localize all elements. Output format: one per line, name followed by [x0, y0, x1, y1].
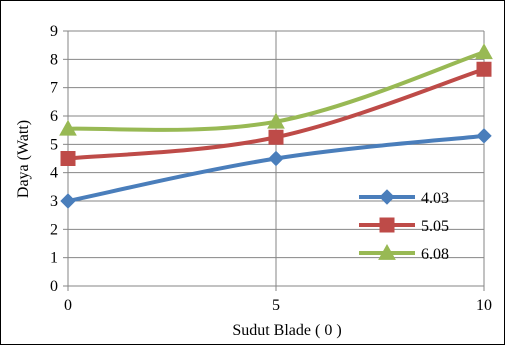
y-tick-label: 9	[50, 23, 58, 40]
data-point-marker	[59, 119, 77, 136]
y-tick-label: 4	[50, 165, 58, 182]
y-tick-label: 2	[50, 221, 58, 238]
legend-marker	[379, 189, 395, 205]
data-point-marker	[475, 43, 493, 60]
x-tick-label: 0	[64, 297, 72, 314]
data-point-marker	[476, 61, 492, 77]
y-tick-label: 3	[50, 193, 58, 210]
legend: 4.03 5.05 6.08	[359, 189, 449, 263]
legend-item: 5.05	[359, 217, 449, 235]
y-tick-labels: 0 1 2 3 4 5 6 7 8 9	[50, 23, 58, 295]
series-5.05	[60, 61, 492, 166]
legend-label: 4.03	[421, 190, 449, 207]
legend-marker	[379, 217, 395, 233]
x-tick-label: 10	[476, 297, 492, 314]
y-tick-label: 7	[50, 80, 58, 97]
legend-label: 6.08	[421, 246, 449, 263]
y-tick-label: 8	[50, 51, 58, 68]
legend-item: 4.03	[359, 189, 449, 207]
data-point-marker	[268, 129, 284, 145]
series-lines	[59, 43, 493, 209]
series-4.03	[60, 128, 492, 209]
x-axis-title: Sudut Blade ( 0 )	[232, 322, 341, 339]
x-tick-labels: 0 5 10	[64, 297, 492, 314]
x-tick-label: 5	[272, 297, 280, 314]
y-tick-label: 5	[50, 136, 58, 153]
y-tick-label: 6	[50, 108, 58, 125]
legend-item: 6.08	[359, 243, 449, 263]
data-point-marker	[60, 151, 76, 166]
y-tick-label: 0	[50, 278, 58, 295]
y-tick-label: 1	[50, 250, 58, 267]
series-6.08	[59, 43, 493, 136]
data-point-marker	[267, 112, 285, 129]
y-axis-title: Daya (Watt)	[15, 120, 32, 198]
data-point-marker	[268, 150, 284, 167]
data-point-marker	[476, 128, 492, 144]
data-point-marker	[60, 193, 76, 209]
legend-label: 5.05	[421, 218, 449, 235]
legend-marker	[378, 243, 396, 260]
